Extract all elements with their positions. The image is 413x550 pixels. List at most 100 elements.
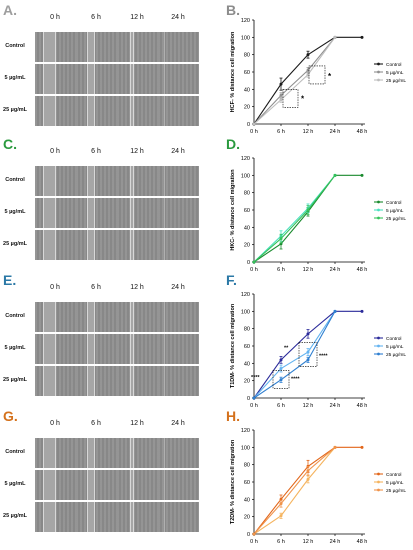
legend-swatch-marker [377,62,380,66]
micrograph-tile [76,64,117,94]
y-tick-label: 0 [247,396,250,402]
y-tick-label: 120 [241,292,250,298]
row-label: 25 µg/mL [3,513,27,519]
row-label: 5 µg/mL [4,75,26,81]
significance-box [282,89,299,108]
micrograph-tile [158,438,199,468]
data-point [279,367,283,371]
chart-hcf: 0 20 40 60 80 100 120 0 h 6 h 12 h 24 h 48 h HCF- % … [230,18,406,135]
data-point [279,98,283,102]
panel-letter-b: B. [226,2,240,18]
micrograph-tile [76,166,117,196]
x-tick-label: 48 h [357,129,368,135]
micrograph-tile [35,438,76,468]
panel-letter-text: F. [226,272,237,288]
panel-letter-h: H. [226,408,240,424]
row-label: Control [5,449,25,455]
row-label: 25 µg/mL [3,377,27,383]
legend-label: Control [386,472,401,478]
x-tick-label: 24 h [330,129,341,135]
y-tick-label: 40 [244,497,250,503]
time-column-header: 12 h [130,284,144,291]
panel-letter-text: C. [3,136,17,152]
row-label: 25 µg/mL [3,241,27,247]
data-point [306,477,310,481]
series-line [253,37,336,125]
legend-label: Control [386,200,401,206]
row-label: 5 µg/mL [4,345,26,351]
series-line [253,311,336,399]
legend-swatch-marker [377,216,380,220]
legend-swatch-marker [377,480,380,484]
y-tick-label: 60 [244,344,250,350]
panel-letter-e: E. [3,272,16,288]
series-line [253,446,336,535]
panel-letter-text: A. [3,2,17,18]
time-column-header: 12 h [130,148,144,155]
micrograph-tile [76,502,117,532]
data-point [306,53,310,57]
micrograph-tile [158,166,199,196]
x-tick-label: 0 h [250,267,258,273]
time-column-header: 0 h [50,148,60,155]
data-point [333,445,337,449]
panel-letter-text: D. [226,136,240,152]
row-label: Control [5,43,25,49]
micrograph-tile [35,96,76,126]
data-point [306,332,310,336]
y-axis-label: HCF- % distance cell migration [230,31,236,112]
data-point [306,469,310,473]
y-tick-label: 120 [241,156,250,162]
y-tick-label: 80 [244,191,250,197]
time-column-header: 6 h [91,14,101,21]
panel-letter-text: G. [3,408,18,424]
legend-swatch-marker [377,488,380,492]
micrograph-tile [158,32,199,62]
x-tick-label: 12 h [303,129,314,135]
legend-swatch-marker [377,78,380,82]
significance-star: ** [284,345,289,351]
y-tick-label: 100 [241,35,250,41]
y-tick-label: 80 [244,327,250,333]
micrograph-tile [76,32,117,62]
y-tick-label: 40 [244,225,250,231]
row-label: 25 µg/mL [3,107,27,113]
micrograph-tile [158,366,199,396]
data-point [279,502,283,506]
data-point [306,208,310,212]
significance-box [308,65,326,85]
legend-swatch-marker [377,472,380,476]
legend-swatch-marker [377,200,380,204]
micrograph-tile [76,470,117,500]
legend-label: 5 µg/mL [386,208,404,214]
panel-letter-text: B. [226,2,240,18]
y-tick-label: 120 [241,428,250,434]
series-line [253,36,336,125]
data-point [279,514,283,518]
micrograph-tile [158,64,199,94]
legend-label: 5 µg/mL [386,70,404,76]
micrograph-tile [35,334,76,364]
x-tick-label: 24 h [330,539,341,545]
legend-label: Control [386,336,401,342]
y-tick-label: 40 [244,87,250,93]
micrograph-tile [117,438,158,468]
data-point [306,350,310,354]
y-axis-label: T2DM- % distance cell migration [230,439,236,524]
micrograph-tile [35,230,76,260]
y-tick-label: 40 [244,361,250,367]
y-tick-label: 100 [241,173,250,179]
legend-swatch-marker [377,344,380,348]
panel-letter-c: C. [3,136,17,152]
micrograph-tile [158,230,199,260]
y-axis-label: HKC- % distance cell migration [230,169,236,251]
y-tick-label: 0 [247,260,250,266]
x-tick-label: 48 h [357,403,368,409]
y-axis-label: T1DM- % distance cell migration [230,303,236,388]
x-tick-label: 24 h [330,403,341,409]
series-line [253,36,362,125]
x-tick-label: 6 h [277,403,285,409]
time-column-header: 6 h [91,284,101,291]
series-line [253,174,336,263]
micrograph-tile [35,502,76,532]
